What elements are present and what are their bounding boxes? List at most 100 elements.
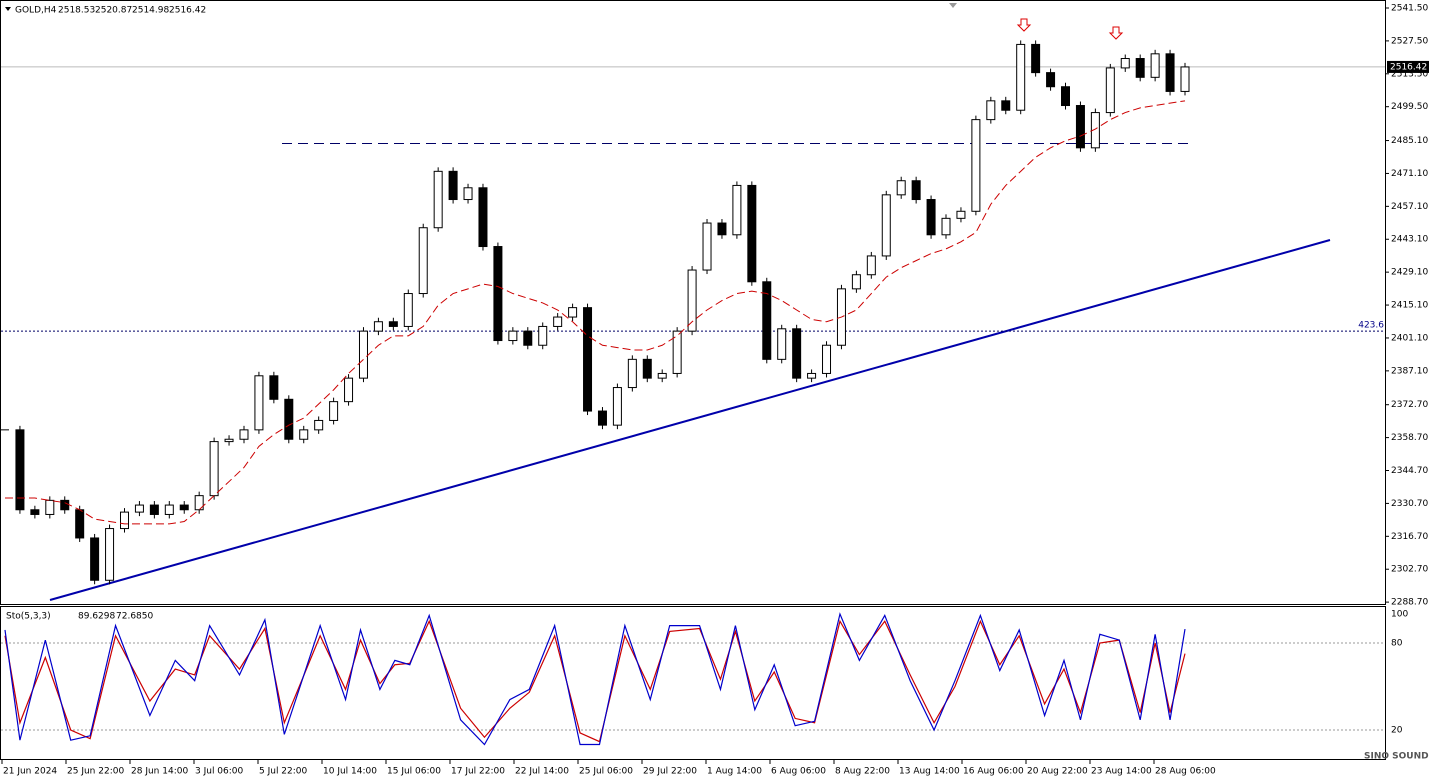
candle (15, 429, 25, 511)
x-tick-label: 16 Aug 06:00 (963, 767, 1024, 777)
y-tick-label: 2471.10 (1391, 169, 1428, 179)
candle (388, 321, 398, 327)
candle (134, 504, 144, 513)
candle (732, 184, 742, 236)
candle (986, 100, 996, 121)
x-tick-label: 28 Aug 06:00 (1155, 767, 1216, 777)
candle (1120, 58, 1130, 69)
x-tick-label: 20 Aug 22:00 (1027, 767, 1088, 777)
ohlc-value: 2518.53 (58, 6, 95, 16)
candle (672, 330, 682, 374)
candle (642, 358, 652, 379)
candle (30, 509, 40, 515)
ohlc-value: 2520.87 (95, 6, 132, 16)
candle (329, 401, 339, 421)
watermark: SINO SOUND (1364, 752, 1429, 762)
candle (1150, 53, 1160, 78)
candle (702, 222, 712, 271)
sto-main: 89.6298 (78, 612, 115, 622)
ohlc-value: 2516.42 (169, 6, 206, 16)
sto-signal: 72.6850 (116, 612, 153, 622)
y-tick-label: 2358.70 (1391, 433, 1428, 443)
x-tick-label: 25 Jun 22:00 (67, 767, 124, 777)
x-tick-label: 3 Jul 06:00 (195, 767, 244, 777)
candle (568, 307, 578, 318)
moving-average (5, 100, 1186, 525)
stochastic-line (4, 619, 1186, 743)
candle (1061, 86, 1071, 107)
x-tick-label: 23 Aug 14:00 (1091, 767, 1152, 777)
x-tick-label: 17 Jul 22:00 (451, 767, 505, 777)
y-tick-label: 2401.10 (1391, 333, 1428, 343)
candle (1090, 112, 1100, 149)
x-tick-label: 6 Aug 06:00 (771, 767, 826, 777)
candle (687, 269, 697, 332)
x-tick-label: 21 Jun 2024 (3, 767, 57, 777)
candle (792, 328, 802, 379)
y-tick-label: 2513.50 (1391, 69, 1428, 79)
candle (1031, 43, 1041, 74)
menu-arrow (5, 7, 11, 11)
candle (583, 307, 593, 412)
candle (373, 321, 383, 332)
y-tick-label: 20 (1391, 726, 1403, 736)
x-tick-label: 28 Jun 14:00 (131, 767, 188, 777)
candle (60, 499, 70, 511)
candle (1105, 67, 1115, 114)
candle (463, 187, 473, 201)
x-tick-label: 1 Aug 14:00 (707, 767, 762, 777)
candle (45, 499, 55, 515)
candle (493, 246, 503, 342)
candle (553, 316, 563, 327)
candle (1165, 53, 1175, 92)
candle (224, 438, 234, 443)
shift-marker (949, 3, 957, 8)
candle (239, 429, 249, 440)
candle (627, 358, 637, 389)
x-tick-label: 22 Jul 14:00 (515, 767, 569, 777)
candle (1180, 66, 1190, 92)
candle (971, 119, 981, 212)
y-tick-label: 2443.10 (1391, 235, 1428, 245)
candle (538, 325, 548, 346)
candle (762, 281, 772, 360)
peak-arrow (1108, 26, 1124, 40)
x-tick-label: 25 Jul 06:00 (579, 767, 633, 777)
y-tick-label: 2302.70 (1391, 565, 1428, 575)
candle (807, 372, 817, 379)
candle (90, 537, 100, 581)
candle (747, 184, 757, 283)
candle (478, 187, 488, 248)
candle (194, 495, 204, 511)
y-tick-label: 2372.70 (1391, 400, 1428, 410)
candle (149, 504, 159, 515)
sub-frame (0, 606, 1386, 760)
candle (866, 255, 876, 276)
candle (851, 274, 861, 290)
y-tick-label: 2429.10 (1391, 268, 1428, 278)
candle (1016, 43, 1026, 111)
candle (896, 180, 906, 196)
candle (926, 199, 936, 236)
x-tick-label: 10 Jul 14:00 (323, 767, 377, 777)
y-tick-label: 2457.10 (1391, 202, 1428, 212)
y-tick-label: 2499.50 (1391, 102, 1428, 112)
candle (448, 170, 458, 201)
candle (254, 375, 264, 431)
y-tick-label: 2541.50 (1391, 3, 1428, 13)
candle (269, 375, 279, 400)
y-tick-label: 2415.10 (1391, 301, 1428, 311)
y-tick-label: 2288.70 (1391, 598, 1428, 608)
y-tick-label: 2344.70 (1391, 466, 1428, 476)
candle (284, 398, 294, 440)
candle (612, 387, 622, 426)
ohlc-value: 2514.98 (132, 6, 169, 16)
y-tick-label: 2485.10 (1391, 136, 1428, 146)
bid-label: 2516.42 (1390, 62, 1427, 72)
candle (777, 328, 787, 360)
candle (597, 410, 607, 426)
y-tick-label: 2527.50 (1391, 36, 1428, 46)
candle (418, 227, 428, 295)
